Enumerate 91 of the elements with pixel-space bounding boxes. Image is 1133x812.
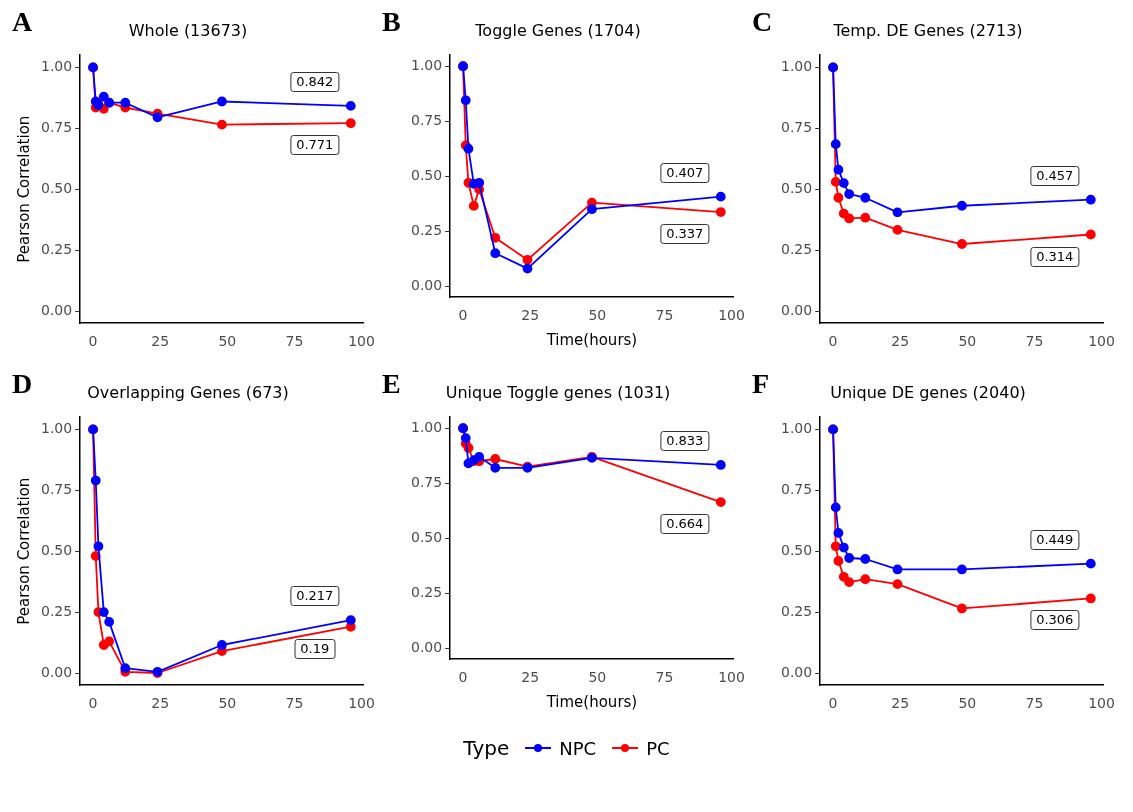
- x-tick-label: 0: [458, 669, 468, 686]
- y-tick-label: 0.50: [781, 541, 813, 558]
- y-tick-label: 0.25: [41, 240, 73, 257]
- y-axis-title: Pearson Correlation: [14, 477, 33, 625]
- y-tick-label: 0.25: [411, 583, 443, 600]
- x-tick-label: 50: [958, 695, 977, 712]
- annotation: 0.664: [660, 514, 710, 535]
- x-tick-label: 100: [348, 695, 375, 712]
- y-tick-label: 1.00: [41, 420, 73, 437]
- x-tick-label: 50: [218, 695, 237, 712]
- text: A: [12, 6, 33, 38]
- x-tick-label: 100: [1088, 333, 1115, 350]
- annotation: 0.842: [290, 71, 340, 92]
- x-tick-label: 0: [88, 333, 98, 350]
- y-tick-label: 0.75: [781, 118, 813, 135]
- x-tick-label: 100: [1088, 695, 1115, 712]
- legend-label: NPC: [559, 737, 597, 759]
- annotation: 0.337: [660, 224, 710, 245]
- y-tick-label: 0.75: [781, 480, 813, 497]
- y-tick-label: 0.75: [411, 473, 443, 490]
- annotation: 0.833: [660, 430, 710, 451]
- x-tick-label: 0: [88, 695, 98, 712]
- x-tick-label: 75: [285, 695, 304, 712]
- y-tick-label: 0.00: [781, 663, 813, 680]
- chart-title: Unique Toggle genes (1031): [445, 382, 671, 402]
- y-tick-label: 0.25: [411, 221, 443, 238]
- x-tick-label: 25: [891, 333, 910, 350]
- x-tick-label: 75: [655, 307, 674, 324]
- y-tick-label: 0.25: [41, 602, 73, 619]
- x-tick-label: 100: [718, 307, 745, 324]
- y-axis-title: Pearson Correlation: [14, 115, 33, 263]
- y-tick-label: 0.50: [411, 528, 443, 545]
- x-tick-label: 100: [348, 333, 375, 350]
- annotation: 0.19: [294, 638, 336, 659]
- annotation: 0.306: [1030, 610, 1080, 631]
- x-tick-label: 50: [588, 669, 607, 686]
- y-tick-label: 1.00: [41, 58, 73, 75]
- x-tick-label: 50: [588, 307, 607, 324]
- chart-title: Unique DE genes (2040): [830, 382, 1026, 402]
- y-tick-label: 0.00: [411, 276, 443, 293]
- y-tick-label: 1.00: [411, 56, 443, 73]
- annotation: 0.449: [1030, 529, 1080, 550]
- x-tick-label: 100: [718, 669, 745, 686]
- x-tick-label: 0: [458, 307, 468, 324]
- text: E: [382, 368, 401, 400]
- x-tick-label: 75: [655, 669, 674, 686]
- y-tick-label: 1.00: [781, 420, 813, 437]
- y-tick-label: 0.75: [41, 118, 73, 135]
- x-tick-label: 75: [285, 333, 304, 350]
- y-tick-label: 0.50: [41, 179, 73, 196]
- legend-label: PC: [646, 737, 670, 759]
- text: B: [382, 6, 401, 38]
- text: F: [752, 368, 770, 400]
- text: D: [12, 368, 33, 400]
- annotation: 0.217: [290, 586, 340, 607]
- x-tick-label: 50: [218, 333, 237, 350]
- y-tick-label: 0.75: [411, 111, 443, 128]
- x-tick-label: 0: [828, 333, 838, 350]
- chart-title: Toggle Genes (1704): [474, 20, 641, 40]
- y-tick-label: 1.00: [781, 58, 813, 75]
- legend-title: Type: [463, 736, 510, 760]
- x-tick-label: 75: [1025, 695, 1044, 712]
- y-tick-label: 0.50: [411, 166, 443, 183]
- x-tick-label: 25: [521, 669, 540, 686]
- x-tick-label: 25: [891, 695, 910, 712]
- chart-title: Whole (13673): [128, 20, 248, 40]
- text: C: [752, 6, 773, 38]
- y-tick-label: 0.00: [781, 301, 813, 318]
- annotation: 0.314: [1030, 246, 1080, 267]
- y-tick-label: 0.25: [781, 602, 813, 619]
- y-tick-label: 0.00: [41, 301, 73, 318]
- x-tick-label: 25: [521, 307, 540, 324]
- x-axis-title: Time(hours): [545, 692, 638, 711]
- x-tick-label: 50: [958, 333, 977, 350]
- x-tick-label: 0: [828, 695, 838, 712]
- annotation: 0.771: [290, 135, 340, 156]
- annotation: 0.407: [660, 162, 710, 183]
- y-tick-label: 0.50: [41, 541, 73, 558]
- chart-title: Temp. DE Genes (2713): [832, 20, 1023, 40]
- y-tick-label: 0.25: [781, 240, 813, 257]
- y-tick-label: 0.00: [41, 663, 73, 680]
- y-tick-label: 0.00: [411, 638, 443, 655]
- y-tick-label: 0.50: [781, 179, 813, 196]
- annotation: 0.457: [1030, 165, 1080, 186]
- y-tick-label: 0.75: [41, 480, 73, 497]
- x-tick-label: 75: [1025, 333, 1044, 350]
- x-axis-title: Time(hours): [545, 330, 638, 349]
- y-tick-label: 1.00: [411, 418, 443, 435]
- x-tick-label: 25: [151, 333, 170, 350]
- chart-title: Overlapping Genes (673): [87, 382, 289, 402]
- x-tick-label: 25: [151, 695, 170, 712]
